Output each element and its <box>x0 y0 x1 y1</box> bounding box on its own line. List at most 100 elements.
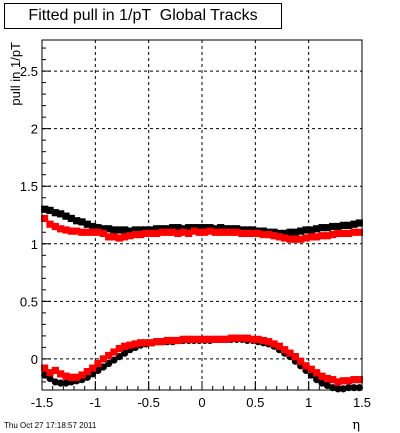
data-point <box>78 371 86 379</box>
data-point <box>190 227 198 235</box>
data-point <box>195 228 203 236</box>
data-point <box>89 228 97 236</box>
data-point <box>233 228 241 236</box>
data-point <box>105 351 113 360</box>
data-point <box>355 219 363 227</box>
data-point <box>329 222 337 231</box>
data-point <box>83 228 91 236</box>
data-point <box>158 228 166 236</box>
data-point <box>46 374 54 383</box>
data-point <box>174 229 182 238</box>
data-point <box>217 335 225 343</box>
data-point <box>291 228 299 236</box>
data-point <box>67 373 75 381</box>
data-point <box>174 224 182 232</box>
data-point <box>110 233 118 241</box>
data-point <box>259 230 267 239</box>
y-tick-label: 2.5 <box>20 64 38 79</box>
data-point <box>41 205 49 213</box>
data-point <box>259 336 267 345</box>
data-point <box>51 366 59 375</box>
data-point <box>46 220 54 228</box>
data-point <box>121 226 129 234</box>
chart-title: Fitted pull in 1/pT Global Tracks <box>4 3 282 29</box>
data-point <box>334 229 342 238</box>
data-point <box>94 359 102 368</box>
data-point <box>281 346 289 354</box>
data-point <box>57 379 65 387</box>
data-point <box>211 335 219 343</box>
data-point <box>99 229 107 238</box>
data-point <box>163 228 171 236</box>
data-point <box>158 338 166 346</box>
data-point <box>238 334 246 342</box>
data-point <box>286 228 294 236</box>
data-point <box>350 228 358 236</box>
y-tick-label: 0 <box>31 352 38 367</box>
data-point <box>286 235 294 243</box>
data-point <box>89 222 97 231</box>
data-point <box>41 364 49 372</box>
y-tick-label: 1.5 <box>20 179 38 194</box>
data-point <box>206 227 214 235</box>
data-point <box>73 373 81 381</box>
data-point <box>318 372 326 380</box>
data-point <box>297 227 305 235</box>
data-point <box>137 339 145 347</box>
data-point <box>345 377 353 385</box>
data-point <box>227 228 235 236</box>
data-point <box>211 228 219 236</box>
data-point <box>57 225 65 233</box>
x-tick-label: 0.5 <box>246 395 264 410</box>
data-point <box>190 335 198 343</box>
data-point <box>169 336 177 345</box>
y-axis-label: pull in 1/pT <box>8 42 23 106</box>
x-tick-label: -1 <box>90 395 102 410</box>
data-point <box>67 227 75 235</box>
data-point <box>243 334 251 342</box>
data-point <box>286 349 294 357</box>
data-point <box>270 232 278 240</box>
data-point <box>323 224 331 232</box>
data-point <box>291 353 299 361</box>
data-point <box>339 377 347 385</box>
data-point <box>169 228 177 236</box>
data-point <box>137 230 145 239</box>
data-point <box>99 355 107 363</box>
data-point <box>185 229 193 238</box>
data-point <box>185 335 193 343</box>
data-point <box>115 344 123 353</box>
data-point <box>329 230 337 239</box>
data-point <box>195 224 203 232</box>
data-point <box>51 209 59 217</box>
timestamp: Thu Oct 27 17:18:57 2011 <box>4 421 97 430</box>
data-point <box>323 232 331 240</box>
data-point <box>217 224 225 232</box>
data-point <box>313 369 321 377</box>
data-point <box>339 221 347 229</box>
x-tick-label: 1.5 <box>353 395 371 410</box>
data-point <box>105 233 113 241</box>
data-point <box>57 370 65 378</box>
data-point <box>334 385 342 393</box>
data-point <box>131 230 139 239</box>
data-point <box>334 378 342 386</box>
data-point <box>110 348 118 356</box>
data-point <box>126 227 134 235</box>
data-point <box>254 335 262 343</box>
x-tick-label: -1.5 <box>31 395 53 410</box>
data-point <box>297 357 305 365</box>
data-point <box>195 335 203 343</box>
data-point <box>142 229 150 238</box>
data-point <box>201 228 209 236</box>
x-tick-label: -0.5 <box>137 395 159 410</box>
y-tick-label: 2 <box>31 122 38 137</box>
data-point <box>126 232 134 240</box>
data-point <box>307 365 315 373</box>
data-point <box>201 335 209 343</box>
data-point <box>355 384 363 392</box>
data-point <box>73 227 81 235</box>
y-tick-label: 0.5 <box>20 294 38 309</box>
data-point <box>73 217 81 225</box>
